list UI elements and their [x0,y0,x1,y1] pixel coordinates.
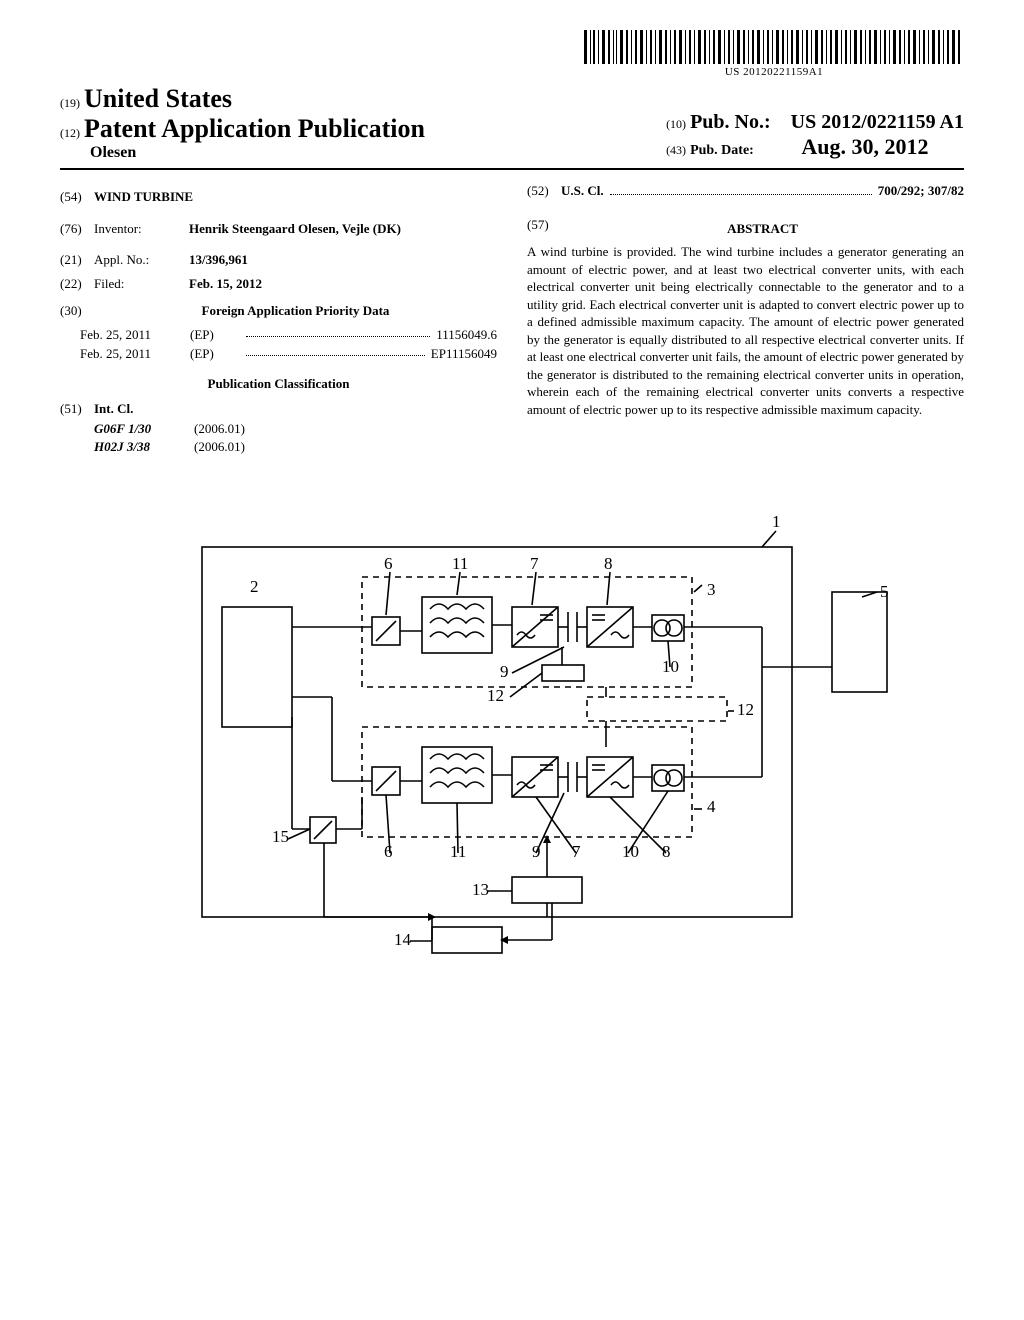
figure: 2534912611781061197108121151314 [60,497,964,967]
code-19: (19) [60,96,80,110]
uscl-value: 700/292; 307/82 [878,182,964,200]
barcode: US 20120221159A1 [584,30,964,78]
priority-date: Feb. 25, 2011 [80,345,190,363]
svg-text:8: 8 [604,554,613,573]
code-10: (10) [666,117,686,131]
intcl-version: (2006.01) [194,438,245,456]
code-54: (54) [60,188,94,206]
invention-title: WIND TURBINE [94,188,193,206]
left-column: (54) WIND TURBINE (76) Inventor: Henrik … [60,182,497,457]
svg-text:6: 6 [384,554,393,573]
code-22: (22) [60,275,94,293]
code-43: (43) [666,143,686,157]
uscl-label: U.S. Cl. [561,182,604,200]
barcode-region: US 20120221159A1 [60,30,964,80]
country: United States [84,84,232,113]
applno-value: 13/396,961 [189,251,248,269]
publication-type: Patent Application Publication [84,114,425,143]
abstract-text: A wind turbine is provided. The wind tur… [527,243,964,418]
svg-text:11: 11 [452,554,468,573]
priority-row: Feb. 25, 2011 (EP) 11156049.6 [80,326,497,344]
svg-text:5: 5 [880,582,889,601]
code-12: (12) [60,126,80,140]
pubno: US 2012/0221159 A1 [791,111,964,133]
pubdate-label: Pub. Date: [690,143,754,158]
svg-text:13: 13 [472,880,489,899]
abstract-title: ABSTRACT [561,220,964,238]
svg-text:2: 2 [250,577,259,596]
svg-text:10: 10 [622,842,639,861]
code-30: (30) [60,302,94,320]
pubno-label: Pub. No.: [690,111,771,133]
intcl-code: G06F 1/30 [94,420,194,438]
barcode-text: US 20120221159A1 [584,66,964,78]
intcl-row: G06F 1/30 (2006.01) [94,420,497,438]
intcl-code: H02J 3/38 [94,438,194,456]
svg-text:3: 3 [707,580,716,599]
svg-text:14: 14 [394,930,412,949]
header: (19) United States (12) Patent Applicati… [60,84,964,170]
right-column: (52) U.S. Cl. 700/292; 307/82 (57) ABSTR… [527,182,964,457]
inventor-label: Inventor: [94,220,189,238]
dotted-leader [246,326,430,337]
code-52: (52) [527,182,561,200]
code-57: (57) [527,216,561,244]
bibliographic-columns: (54) WIND TURBINE (76) Inventor: Henrik … [60,182,964,457]
applno-label: Appl. No.: [94,251,189,269]
intcl-label: Int. Cl. [94,400,133,418]
filed-value: Feb. 15, 2012 [189,275,262,293]
priority-country: (EP) [190,326,240,344]
priority-number: EP11156049 [431,345,497,363]
foreign-priority-title: Foreign Application Priority Data [94,302,497,320]
applicant-name: Olesen [90,144,425,162]
svg-text:12: 12 [737,700,754,719]
code-76: (76) [60,220,94,238]
pubdate: Aug. 30, 2012 [801,134,928,159]
code-51: (51) [60,400,94,418]
dotted-leader [610,184,872,195]
svg-text:9: 9 [500,662,509,681]
svg-text:12: 12 [487,686,504,705]
filed-label: Filed: [94,275,189,293]
intcl-version: (2006.01) [194,420,245,438]
svg-text:1: 1 [772,512,781,531]
svg-text:7: 7 [572,842,581,861]
svg-text:6: 6 [384,842,393,861]
intcl-row: H02J 3/38 (2006.01) [94,438,497,456]
priority-country: (EP) [190,345,240,363]
code-21: (21) [60,251,94,269]
priority-date: Feb. 25, 2011 [80,326,190,344]
svg-text:4: 4 [707,797,716,816]
svg-text:8: 8 [662,842,671,861]
priority-number: 11156049.6 [436,326,497,344]
inventor-value: Henrik Steengaard Olesen, Vejle (DK) [189,220,401,238]
priority-row: Feb. 25, 2011 (EP) EP11156049 [80,345,497,363]
pub-classification-title: Publication Classification [60,375,497,393]
dotted-leader [246,345,425,356]
svg-text:7: 7 [530,554,539,573]
svg-text:15: 15 [272,827,289,846]
